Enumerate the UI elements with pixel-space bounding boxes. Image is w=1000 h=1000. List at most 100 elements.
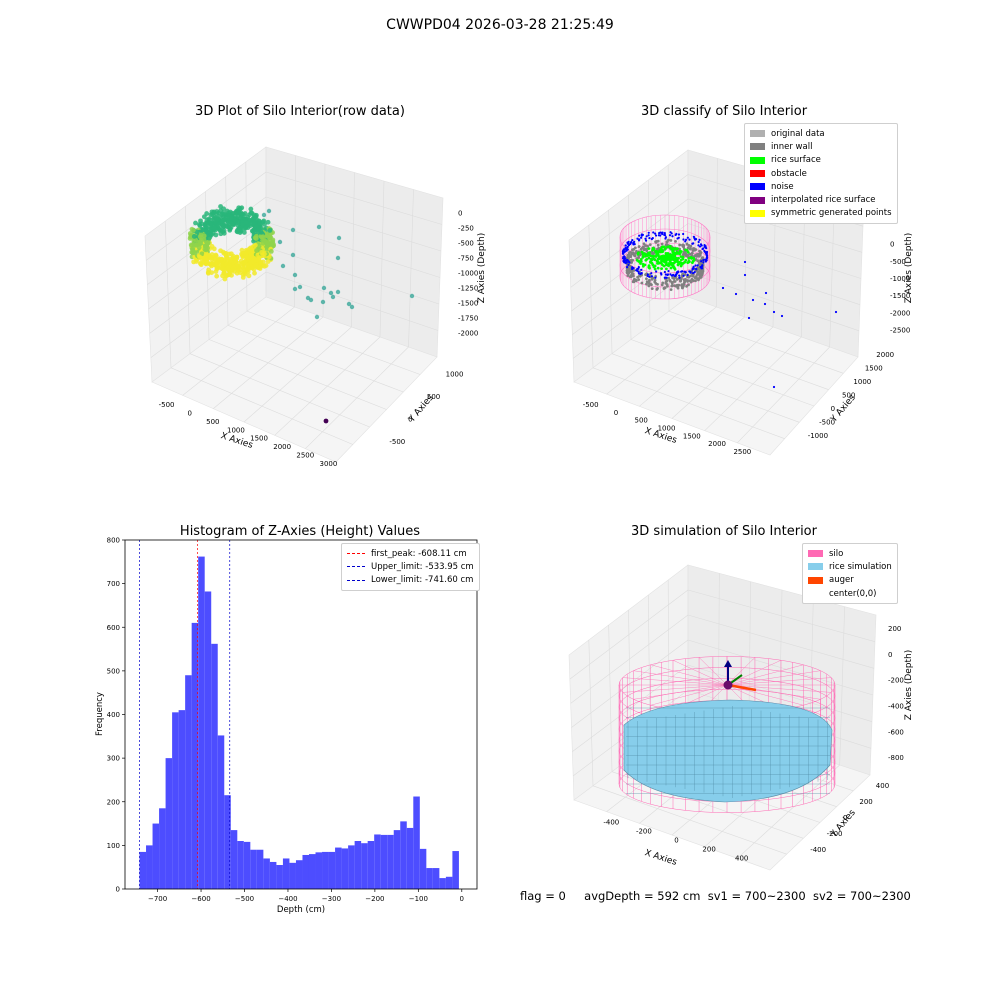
rice-surface-point [656,260,660,264]
histogram-bar [256,849,264,889]
surface-point [237,206,243,212]
x-tick-label: 0 [187,410,191,418]
noise-point [697,240,700,244]
surface-point [245,265,251,271]
inner-wall-point [698,249,702,253]
surface-point [209,244,215,249]
noise-point [678,276,681,279]
legend-label: silo [829,548,844,559]
rice-surface-point [664,263,668,267]
x-tick-label: −700 [148,895,167,903]
noise-point [645,235,648,238]
surface-point [252,270,257,276]
histogram-bar [230,830,238,889]
silo-wire [726,677,832,686]
z-tick-label: -1750 [458,315,478,323]
y-tick-label: 1000 [853,378,871,386]
inner-wall-point [630,261,633,264]
noise-point [704,245,707,248]
x-tick-label: -500 [159,401,175,409]
x-tick-label: 500 [635,417,648,425]
noise-point [650,275,653,278]
noise-point [628,261,631,264]
panel4-x-label: X Axies [643,848,678,868]
legend-label: Upper_limit: -533.95 cm [371,561,474,572]
legend-label: symmetric generated points [771,208,892,219]
rice-surface-point [681,257,685,261]
x-tick-label: 3000 [320,460,338,468]
histogram-bar [269,861,277,889]
noise-point [640,234,643,237]
rice-surface-point [668,244,672,248]
noise-point [650,272,653,275]
histogram-bar [282,858,290,889]
surface-point [194,259,199,264]
histogram-bar [413,796,420,889]
surface-point [227,258,233,264]
noise-point [700,260,703,263]
y-tick-label: -500 [389,438,405,446]
noise-point [743,273,747,277]
y-tick-label: 300 [107,755,120,763]
rice-surface-point [647,256,651,260]
inner-wall-point [631,258,635,262]
inner-wall-point [632,280,636,284]
x-tick-label: −500 [235,895,254,903]
noise-point [686,274,689,277]
noise-point [671,235,674,238]
rice-surface-point [639,257,643,261]
histogram-bar [400,821,407,889]
silo-wire [726,684,804,706]
surface-point [253,233,259,239]
noise-point [627,263,630,266]
x-tick-label: -200 [636,828,652,836]
surface-point [253,262,259,268]
surface-point [197,241,203,247]
inner-wall-point [626,274,630,278]
rice-surface-point [687,257,691,260]
noise-point [691,271,695,275]
silo-wire [622,684,728,693]
panel1-points [187,204,415,424]
outlier-point [336,235,342,241]
noise-point [637,239,641,242]
legend-swatch [808,576,823,584]
y-tick-label: 200 [859,798,872,806]
avg-depth-text: avgDepth = 592 cm [584,889,701,903]
rice-surface-point [677,252,681,255]
rice-surface-point [663,260,667,264]
noise-point [644,237,647,240]
panel4-tick-labels: -400-2000200400-400-20002004002000-200-4… [603,625,904,863]
inner-wall-point [645,249,649,253]
panel4-title: 3D simulation of Silo Interior [631,524,817,539]
y-tick-label: 500 [842,392,855,400]
noise-point [703,250,707,254]
rice-surface-point [658,249,662,253]
inner-wall-point [650,287,654,291]
panel4-chart: -400-2000200400-400-20002004002000-200-4… [568,564,914,871]
inner-wall-point [687,283,690,287]
legend-item: center(0,0) [808,587,892,600]
grid-line [569,589,689,680]
inner-wall-point [648,273,651,277]
surface-point [265,259,271,264]
inner-wall-point [663,286,667,290]
x-tick-label: -400 [603,819,619,827]
z-tick-label: -2500 [890,326,910,334]
histogram-bar [387,834,394,889]
noise-point [669,231,672,234]
surface-point [235,219,241,225]
rice-surface-point [654,254,658,258]
y-tick-label: 500 [107,667,120,675]
inner-wall-point [667,276,671,280]
histogram-bar [224,795,231,889]
y-tick-label: 0 [116,886,120,894]
noise-point [622,252,625,255]
silo-wire [650,684,728,706]
rice-surface-point [669,254,673,258]
panel2-legend: original data inner wall rice surface obsta… [744,123,898,225]
inner-wall-point [685,242,689,246]
noise-point [640,268,643,271]
histogram-x-label: Depth (cm) [277,905,325,915]
noise-point [780,314,784,318]
